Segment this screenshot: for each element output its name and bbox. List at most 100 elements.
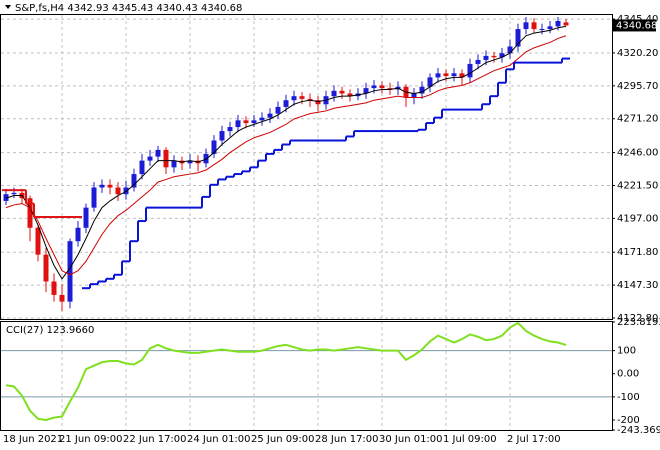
x-tick-label: 22 Jun 17:00 — [123, 434, 187, 445]
x-tick-label: 25 Jun 09:00 — [251, 434, 315, 445]
open-value: 4342.93 — [67, 3, 108, 14]
chart-title: S&P,fs,H4 — [15, 3, 64, 14]
candle-body — [3, 194, 9, 201]
y-tick-label: 4147.30 — [617, 280, 658, 291]
candle-body — [43, 254, 49, 282]
candle-body — [267, 113, 273, 118]
cci-line — [5, 321, 567, 421]
price-box-label: 4340.68 — [616, 20, 657, 31]
candle-body — [339, 90, 345, 94]
candle-body — [363, 88, 369, 94]
candle-body — [171, 160, 177, 168]
moving-average — [5, 25, 567, 280]
candle-body — [251, 120, 257, 124]
candle-body — [547, 26, 553, 30]
moving-average — [5, 35, 567, 276]
candle-body — [443, 73, 449, 77]
candle-body — [371, 85, 377, 89]
x-tick-label: 1 Jul 09:00 — [443, 434, 497, 445]
chart-header: S&P,fs,H4 4342.93 4345.43 4340.43 4340.6… — [15, 3, 242, 14]
menu-arrow — [5, 5, 11, 9]
cci-value: 123.9660 — [47, 325, 95, 336]
cci-title: CCI(27) — [6, 325, 44, 336]
y-tick-label: 4197.00 — [617, 213, 658, 224]
candle-body — [275, 106, 281, 114]
candle-body — [299, 96, 305, 99]
candle-body — [219, 131, 225, 141]
candle-body — [563, 22, 569, 26]
y-tick-label: -243.3697 — [617, 425, 660, 436]
y-tick-label: 4271.20 — [617, 114, 658, 125]
candle-body — [107, 184, 113, 188]
candle-body — [211, 140, 217, 154]
y-tick-label: 4295.70 — [617, 81, 658, 92]
y-tick-label: 4171.80 — [617, 247, 658, 258]
candle-body — [515, 29, 521, 47]
y-tick-label: 223.8193 — [617, 317, 660, 328]
candle-body — [59, 294, 65, 302]
candle-body — [115, 187, 121, 195]
candle-body — [459, 73, 465, 78]
candle-body — [491, 55, 497, 58]
x-tick-label: 30 Jun 01:00 — [379, 434, 443, 445]
candle-body — [227, 127, 233, 132]
candle-body — [387, 88, 393, 90]
candle-body — [243, 120, 249, 124]
high-value: 4345.43 — [112, 3, 153, 14]
candle-body — [83, 207, 89, 228]
candle-body — [427, 77, 433, 87]
candle-body — [419, 86, 425, 94]
y-tick-label: 4246.00 — [617, 148, 658, 159]
close-value: 4340.68 — [201, 3, 242, 14]
candle-body — [483, 55, 489, 60]
candle-body — [539, 29, 545, 31]
candle-body — [99, 184, 105, 188]
candle-body — [91, 187, 97, 208]
candle-body — [147, 156, 153, 161]
candle-body — [51, 281, 57, 295]
candle-body — [131, 174, 137, 188]
x-tick-label: 18 Jun 2021 — [3, 434, 63, 445]
candle-body — [35, 227, 41, 255]
low-value: 4340.43 — [156, 3, 197, 14]
candle-body — [307, 98, 313, 101]
candle-body — [259, 117, 265, 121]
x-tick-label: 24 Jun 01:00 — [187, 434, 251, 445]
candle-body — [499, 53, 505, 58]
y-tick-label: 4122.80 — [617, 313, 658, 324]
marks-layer — [2, 16, 570, 421]
candle-body — [507, 46, 513, 54]
candle-body — [139, 160, 145, 175]
candle-body — [291, 96, 297, 101]
candle-body — [379, 85, 385, 89]
candle-body — [411, 93, 417, 98]
candle-body — [75, 227, 81, 242]
candle-body — [123, 187, 129, 195]
y-tick-label: 100 — [617, 346, 636, 357]
candle-body — [67, 241, 73, 302]
candle-body — [467, 63, 473, 78]
candle-body — [331, 90, 337, 97]
y-tick-label: 4320.20 — [617, 48, 658, 59]
cci-header: CCI(27) 123.9660 — [6, 325, 94, 336]
candle-body — [155, 149, 161, 157]
x-tick-label: 21 Jun 09:00 — [59, 434, 123, 445]
candle-body — [347, 93, 353, 97]
candle-body — [451, 73, 457, 77]
candle-body — [531, 22, 537, 30]
candle-body — [435, 73, 441, 78]
cci-frame — [0, 321, 613, 431]
candle-body — [11, 192, 17, 195]
candle-body — [523, 22, 529, 30]
main-frame — [0, 14, 613, 320]
candle-body — [187, 160, 193, 164]
candle-body — [283, 100, 289, 107]
candle-body — [27, 198, 33, 228]
x-tick-label: 2 Jul 17:00 — [507, 434, 561, 445]
candle-body — [475, 59, 481, 64]
candle-body — [555, 20, 561, 27]
candle-body — [163, 149, 169, 168]
x-tick-label: 28 Jun 17:00 — [315, 434, 379, 445]
